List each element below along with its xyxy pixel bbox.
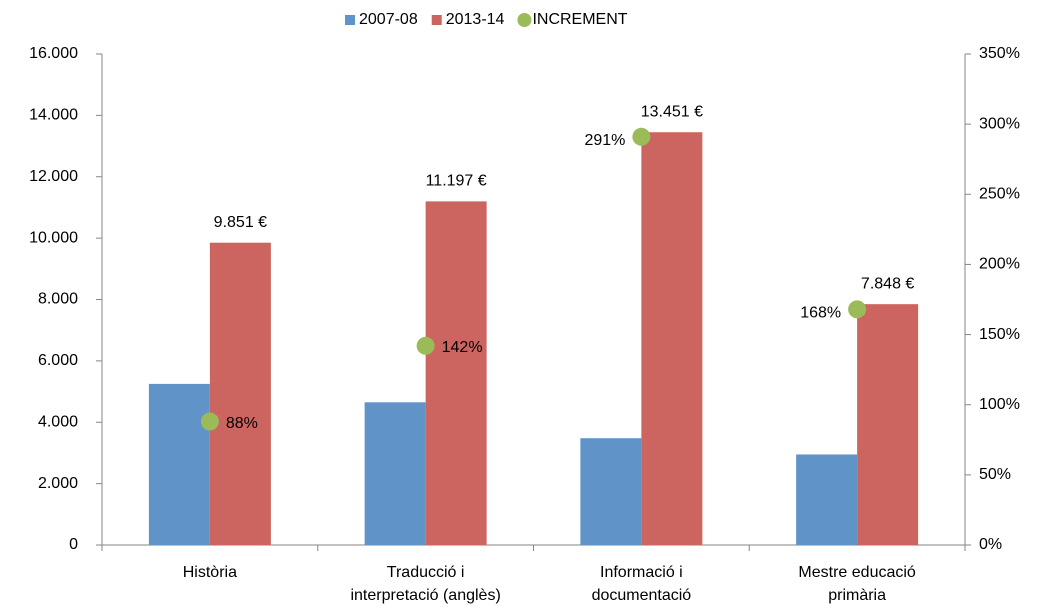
x-tick-label: Traducció i interpretació (anglès) bbox=[350, 564, 501, 604]
bar bbox=[148, 383, 210, 545]
data-label: 11.197 € bbox=[426, 173, 487, 190]
y2-tick-label: 350% bbox=[979, 45, 1020, 62]
y2-tick-label: 300% bbox=[979, 115, 1020, 132]
y-tick-label: 14.000 bbox=[29, 107, 78, 124]
y-tick-label: 16.000 bbox=[29, 45, 78, 62]
point bbox=[848, 300, 867, 319]
y-tick-label: 8.000 bbox=[38, 291, 78, 308]
y2-tick-label: 50% bbox=[979, 466, 1011, 483]
x-tick-label: Mestre educació primària bbox=[798, 564, 916, 604]
bar bbox=[580, 438, 642, 545]
y2-tick-label: 150% bbox=[979, 326, 1020, 343]
y-tick-label: 10.000 bbox=[29, 229, 78, 246]
bar bbox=[209, 242, 271, 545]
bar bbox=[796, 454, 858, 545]
bar bbox=[364, 402, 426, 545]
legend-label: INCREMENT bbox=[532, 11, 627, 28]
data-label: 9.851 € bbox=[214, 214, 267, 231]
y-tick-label: 4.000 bbox=[38, 413, 78, 430]
data-label: 168% bbox=[800, 305, 841, 322]
data-label: 142% bbox=[442, 339, 483, 356]
point bbox=[632, 127, 651, 146]
x-tick-label: Informació i documentació bbox=[591, 564, 692, 604]
legend-label: 2013-14 bbox=[446, 11, 505, 28]
x-tick-label: Història bbox=[182, 564, 237, 581]
bar bbox=[857, 304, 919, 545]
bar bbox=[425, 201, 487, 545]
data-label: 7.848 € bbox=[861, 275, 914, 292]
legend-marker bbox=[345, 15, 355, 25]
y-tick-label: 6.000 bbox=[38, 352, 78, 369]
point bbox=[416, 336, 435, 355]
y2-tick-label: 0% bbox=[979, 536, 1002, 553]
data-label: 291% bbox=[584, 132, 625, 149]
y-tick-label: 12.000 bbox=[29, 168, 78, 185]
y2-tick-label: 200% bbox=[979, 256, 1020, 273]
legend-label: 2007-08 bbox=[359, 11, 418, 28]
data-label: 88% bbox=[226, 415, 258, 432]
y-tick-label: 2.000 bbox=[38, 475, 78, 492]
y2-tick-label: 250% bbox=[979, 186, 1020, 203]
point bbox=[200, 412, 219, 431]
legend-marker bbox=[517, 13, 532, 27]
y-tick-label: 0 bbox=[69, 536, 78, 553]
legend-marker bbox=[431, 15, 442, 25]
y2-tick-label: 100% bbox=[979, 396, 1020, 413]
data-label: 13.451 € bbox=[641, 103, 703, 120]
bar bbox=[641, 132, 703, 545]
